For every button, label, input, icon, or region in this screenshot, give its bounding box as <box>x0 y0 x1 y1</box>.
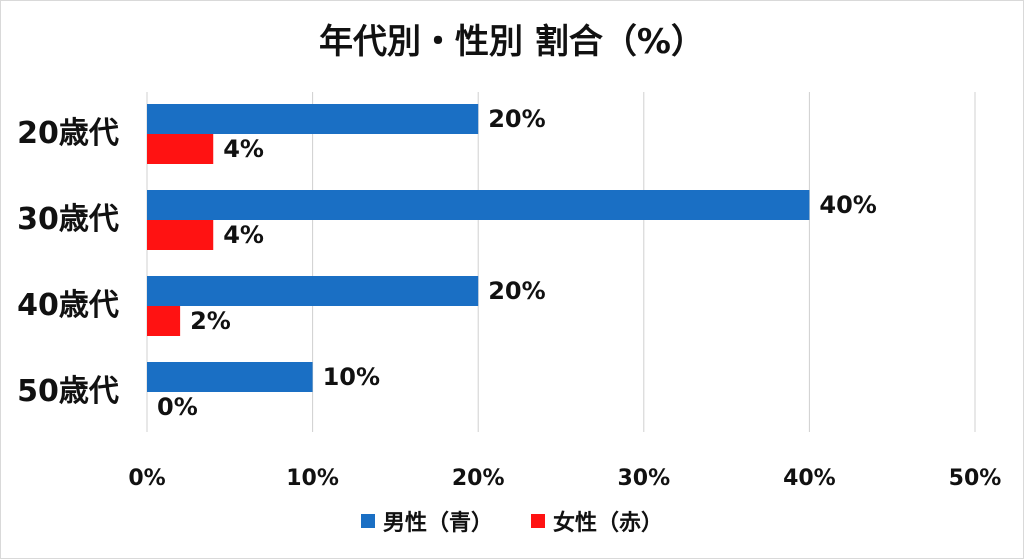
legend-label-female: 女性（赤） <box>553 511 664 536</box>
legend-label-male: 男性（青） <box>382 511 493 536</box>
category-label: 20歳代 <box>17 116 119 151</box>
legend-swatch-male <box>360 514 375 528</box>
x-tick-label: 10% <box>286 466 339 491</box>
bar-male <box>147 190 810 220</box>
x-tick-label: 20% <box>452 466 505 491</box>
x-tick-label: 0% <box>128 466 165 491</box>
data-label: 4% <box>223 135 264 163</box>
category-label: 40歳代 <box>17 288 119 323</box>
bar-male <box>147 276 479 306</box>
bar-male <box>147 104 479 134</box>
data-label: 10% <box>323 363 380 391</box>
legend-item-male: 男性（青） <box>360 505 493 537</box>
chart-title: 年代別・性別 割合（%） <box>319 22 705 62</box>
legend-swatch-female <box>531 514 545 528</box>
bar-female <box>147 220 214 250</box>
category-label: 50歳代 <box>17 374 119 409</box>
data-label: 4% <box>223 221 264 249</box>
data-label: 40% <box>819 191 876 219</box>
legend: 男性（青） 女性（赤） <box>0 505 1024 537</box>
bar-female <box>147 306 181 336</box>
data-label: 0% <box>157 393 198 421</box>
category-label: 30歳代 <box>17 202 119 237</box>
legend-item-female: 女性（赤） <box>531 505 663 537</box>
x-tick-label: 50% <box>949 466 1002 491</box>
x-tick-label: 30% <box>617 466 670 491</box>
data-label: 20% <box>488 277 545 305</box>
bar-female <box>147 134 214 164</box>
data-label: 2% <box>190 307 231 335</box>
data-label: 20% <box>488 105 545 133</box>
bar-male <box>147 362 313 392</box>
x-tick-label: 40% <box>783 466 836 491</box>
